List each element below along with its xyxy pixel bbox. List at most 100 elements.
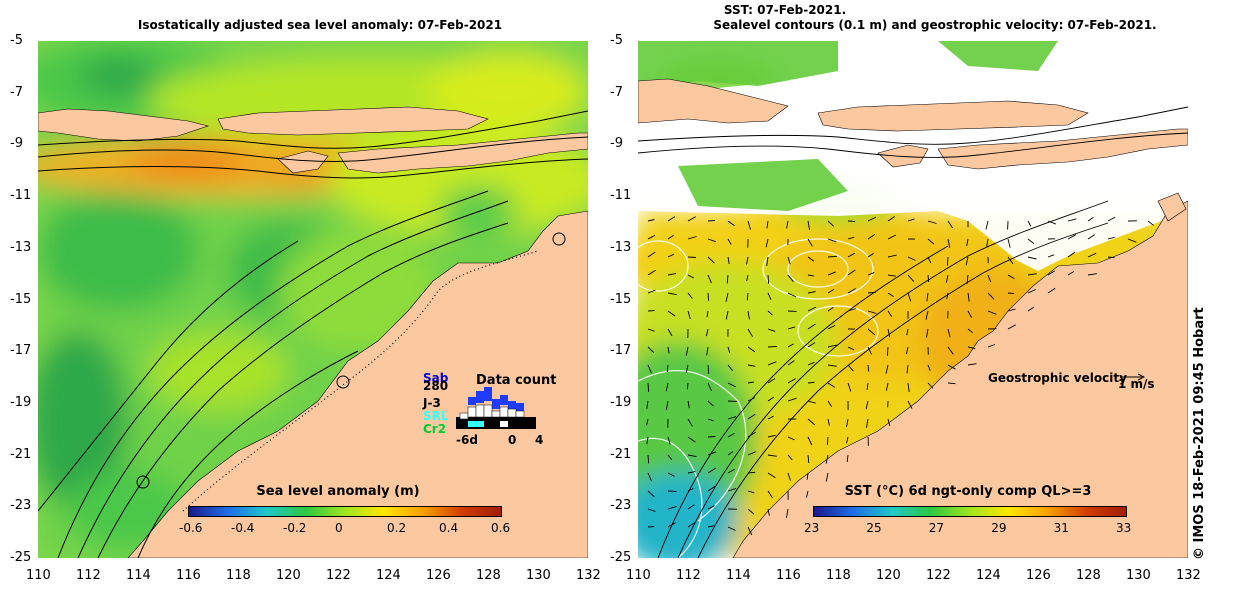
velocity-arrow [987, 310, 997, 315]
velocity-arrow [747, 471, 756, 474]
left-y-tick-label: -11 [10, 188, 32, 204]
velocity-arrow [707, 292, 709, 301]
velocity-arrow [767, 434, 776, 438]
velocity-arrow [827, 400, 833, 407]
inset-axis-zero: 0 [508, 433, 517, 447]
velocity-arrow [667, 346, 670, 354]
velocity-arrow [867, 364, 870, 372]
left-x-tick-label: 132 [576, 568, 601, 583]
velocity-arrow [667, 436, 671, 445]
velocity-arrow [685, 364, 689, 373]
velocity-arrow [927, 220, 937, 224]
left-x-tick-label: 126 [426, 568, 451, 583]
velocity-arrow [727, 364, 734, 372]
colorbar-tick-label: 0 [335, 521, 343, 535]
velocity-arrow [887, 418, 891, 427]
velocity-arrow [807, 418, 815, 426]
velocity-arrow [687, 521, 696, 528]
velocity-arrow [686, 382, 689, 390]
colorbar-tick-label: 27 [928, 521, 945, 535]
velocity-arrow [847, 288, 856, 294]
velocity-arrow [687, 400, 690, 409]
velocity-arrow [646, 436, 649, 445]
velocity-arrow [767, 472, 776, 479]
velocity-arrow [747, 413, 756, 420]
velocity-arrow [727, 468, 735, 474]
velocity-arrow [847, 269, 856, 276]
sla-map: Sea level anomaly (m) -0.6 -0.4 -0.2 0 0.2 0.… [38, 41, 588, 558]
velocity-arrow [926, 292, 929, 302]
velocity-arrow [887, 234, 897, 240]
velocity-arrow [947, 238, 951, 248]
velocity-arrow [667, 310, 676, 317]
velocity-arrow [907, 382, 910, 392]
velocity-arrow [726, 274, 729, 284]
velocity-arrow [867, 234, 876, 240]
velocity-arrow [807, 381, 815, 384]
velocity-arrow [867, 252, 875, 258]
velocity-arrow [707, 274, 712, 284]
velocity-arrow [747, 397, 756, 402]
velocity-arrow [767, 490, 773, 499]
velocity-arrow [946, 292, 949, 300]
velocity-arrow [666, 364, 669, 373]
right-y-tick-label: -15 [610, 291, 632, 307]
velocity-arrow [727, 433, 735, 438]
velocity-arrow [847, 252, 856, 258]
velocity-arrow [967, 328, 974, 334]
velocity-arrow [1047, 270, 1055, 276]
velocity-arrow [687, 274, 695, 279]
left-x-tick-label: 112 [76, 568, 101, 583]
right-y-tick-label: -11 [610, 188, 632, 204]
velocity-arrow [966, 274, 969, 284]
velocity-arrow [1107, 216, 1116, 222]
velocity-arrow [747, 526, 753, 536]
velocity-arrow [707, 364, 710, 375]
velocity-arrow [887, 328, 891, 338]
velocity-arrow [787, 326, 796, 330]
velocity-arrow [985, 220, 989, 230]
velocity-arrow [787, 397, 797, 402]
velocity-arrow [687, 418, 693, 427]
left-x-tick-label: 110 [26, 568, 51, 583]
velocity-arrow [827, 255, 838, 258]
velocity-arrow [1027, 238, 1035, 245]
velocity-arrow [667, 472, 675, 477]
velocity-arrow [707, 467, 716, 474]
velocity-arrow [747, 490, 755, 494]
velocity-scale-arrow [1120, 373, 1146, 381]
velocity-arrow [865, 400, 869, 410]
colorbar-tick-label: 0.6 [491, 521, 511, 535]
velocity-arrow [907, 400, 913, 409]
velocity-arrow [687, 256, 697, 258]
velocity-arrow [867, 328, 875, 336]
left-y-tick-label: -23 [10, 498, 32, 514]
velocity-arrow [825, 472, 829, 482]
inset-axis-right: 4 [535, 433, 544, 447]
velocity-arrow [807, 256, 815, 262]
velocity-arrow [747, 381, 755, 384]
velocity-arrow [667, 273, 677, 276]
velocity-arrow [667, 253, 675, 258]
velocity-arrow [687, 504, 695, 510]
velocity-arrow [705, 328, 709, 337]
velocity-arrow [667, 505, 677, 510]
velocity-arrow [1027, 256, 1037, 260]
velocity-arrow [707, 485, 716, 492]
velocity-arrow [887, 254, 897, 258]
velocity-arrow [1047, 287, 1056, 294]
left-y-tick-label: -9 [10, 136, 23, 152]
velocity-arrow [986, 238, 989, 247]
colorbar-tick-label: 23 [804, 521, 820, 535]
velocity-arrow [907, 292, 912, 302]
left-x-tick-label: 120 [276, 568, 301, 583]
velocity-arrow [765, 238, 769, 248]
sat-label-srl: SRL [423, 409, 449, 423]
right-x-tick-label: 110 [626, 568, 651, 583]
velocity-arrow [827, 220, 835, 227]
velocity-arrow [885, 364, 889, 374]
velocity-arrow [927, 274, 930, 283]
velocity-arrow [846, 418, 849, 427]
velocity-arrow [967, 363, 977, 366]
velocity-arrow [867, 271, 875, 276]
